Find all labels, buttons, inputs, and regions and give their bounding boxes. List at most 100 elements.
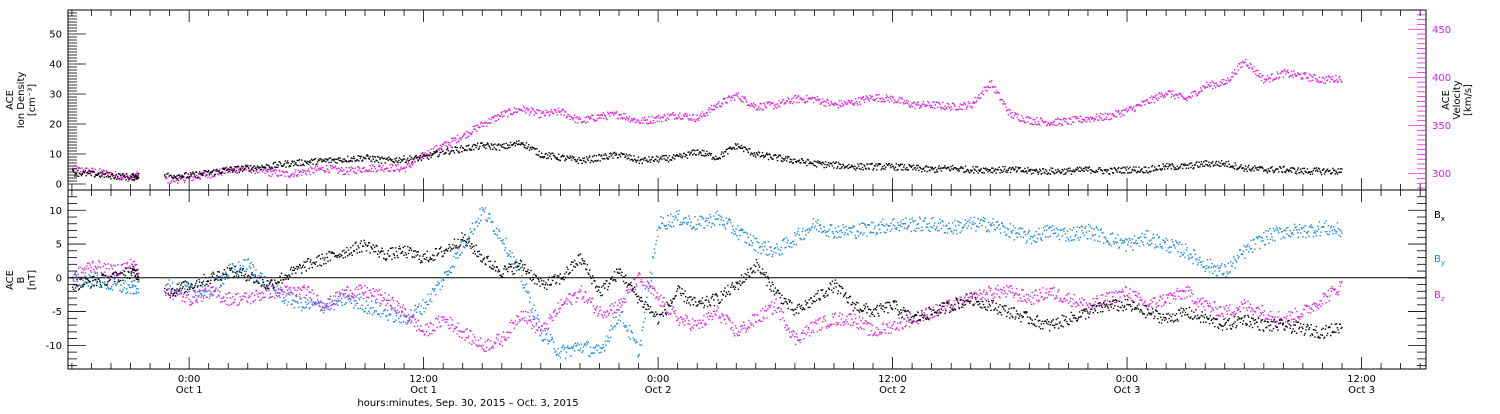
data-point <box>665 159 666 160</box>
data-point <box>380 169 381 170</box>
data-point <box>848 100 849 101</box>
data-point <box>209 174 210 175</box>
data-point <box>366 155 367 156</box>
data-point <box>590 162 591 163</box>
data-point <box>265 276 266 277</box>
data-point <box>1195 259 1196 260</box>
data-point <box>1037 124 1038 125</box>
data-point <box>846 229 847 230</box>
data-point <box>693 119 694 120</box>
data-point <box>1335 75 1336 76</box>
data-point <box>128 284 129 285</box>
data-point <box>419 158 420 159</box>
data-point <box>1214 165 1215 166</box>
data-point <box>576 160 577 161</box>
data-point <box>967 169 968 170</box>
data-point <box>750 154 751 155</box>
data-point <box>1155 244 1156 245</box>
data-point <box>616 154 617 155</box>
data-point <box>349 167 350 168</box>
data-point <box>772 256 773 257</box>
data-point <box>1220 85 1221 86</box>
data-point <box>727 153 728 154</box>
data-point <box>1050 236 1051 237</box>
data-point <box>1324 173 1325 174</box>
data-point <box>670 214 671 215</box>
data-point <box>531 312 532 313</box>
data-point <box>561 110 562 111</box>
data-point <box>881 224 882 225</box>
data-point <box>569 155 570 156</box>
data-point <box>1100 113 1101 114</box>
data-point <box>546 158 547 159</box>
data-point <box>960 232 961 233</box>
data-point <box>409 316 410 317</box>
data-point <box>490 218 491 219</box>
data-point <box>486 144 487 145</box>
data-point <box>737 225 738 226</box>
data-point <box>755 105 756 106</box>
data-point <box>338 300 339 301</box>
data-point <box>557 114 558 115</box>
data-point <box>745 232 746 233</box>
y-tick-label: 350 <box>1432 121 1451 132</box>
data-point <box>1277 71 1278 72</box>
data-point <box>440 145 441 146</box>
data-point <box>306 163 307 164</box>
data-point <box>1244 169 1245 170</box>
data-point <box>1033 240 1034 241</box>
data-point <box>1221 82 1222 83</box>
data-point <box>181 290 182 291</box>
data-point <box>825 106 826 107</box>
data-point <box>481 121 482 122</box>
data-point <box>1201 261 1202 262</box>
data-point <box>584 158 585 159</box>
data-point <box>1056 119 1057 120</box>
data-point <box>1314 74 1315 75</box>
data-point <box>422 152 423 153</box>
data-point <box>242 171 243 172</box>
data-point <box>310 166 311 167</box>
data-point <box>806 165 807 166</box>
data-point <box>875 165 876 166</box>
data-point <box>745 147 746 148</box>
data-point <box>1205 160 1206 161</box>
data-point <box>572 119 573 120</box>
data-point <box>938 223 939 224</box>
data-point <box>299 172 300 173</box>
data-point <box>285 166 286 167</box>
data-point <box>1144 234 1145 235</box>
data-point <box>736 228 737 229</box>
data-point <box>671 159 672 160</box>
y-tick-label: 400 <box>1432 73 1451 84</box>
data-point <box>1186 247 1187 248</box>
data-point <box>79 285 80 286</box>
data-point <box>512 252 513 253</box>
data-point <box>1111 245 1112 246</box>
data-point <box>483 126 484 127</box>
data-point <box>974 217 975 218</box>
data-point <box>830 101 831 102</box>
data-point <box>581 352 582 353</box>
data-point <box>673 115 674 116</box>
data-point <box>138 281 139 282</box>
data-point <box>390 158 391 159</box>
data-point <box>1102 119 1103 120</box>
data-point <box>1201 91 1202 92</box>
data-point <box>697 118 698 119</box>
data-point <box>358 166 359 167</box>
data-point <box>107 174 108 175</box>
data-point <box>976 100 977 101</box>
data-point <box>1212 273 1213 274</box>
data-point <box>882 101 883 102</box>
data-point <box>297 165 298 166</box>
data-point <box>335 162 336 163</box>
data-point <box>482 126 483 127</box>
data-point <box>981 92 982 93</box>
data-point <box>387 310 388 311</box>
data-point <box>855 169 856 170</box>
data-point <box>542 111 543 112</box>
data-point <box>512 263 513 264</box>
data-point <box>1089 118 1090 119</box>
